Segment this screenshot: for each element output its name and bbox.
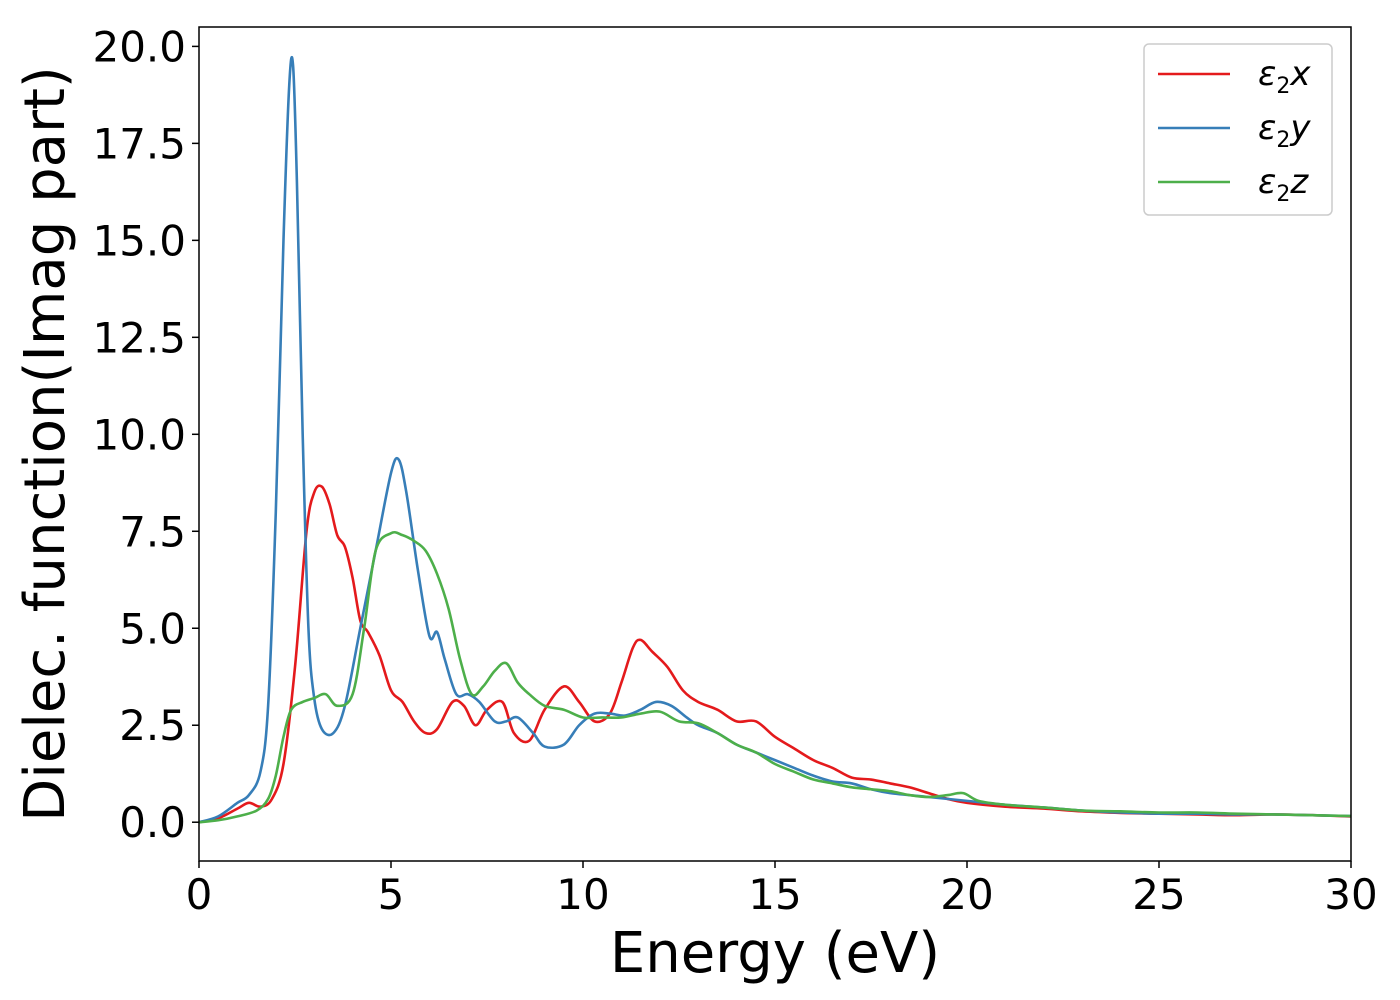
x-tick-label: 0 — [186, 870, 213, 919]
y-tick-label: 20.0 — [92, 22, 186, 71]
y-axis-title: Dielec. function(Imag part) — [13, 66, 78, 822]
y-tick-label: 0.0 — [119, 798, 186, 847]
legend-label-eps2x: ε2x — [1258, 54, 1311, 99]
y-tick-label: 7.5 — [119, 507, 186, 556]
x-tick-label: 30 — [1324, 870, 1377, 919]
x-tick-label: 25 — [1132, 870, 1185, 919]
x-axis-title: Energy (eV) — [610, 921, 940, 986]
x-tick-label: 10 — [556, 870, 609, 919]
x-axis-ticks: 0 5 10 15 20 25 30 — [186, 861, 1378, 919]
x-tick-label: 15 — [748, 870, 801, 919]
y-tick-label: 15.0 — [92, 216, 186, 265]
x-tick-label: 5 — [378, 870, 405, 919]
legend-label-eps2z: ε2z — [1258, 162, 1309, 207]
legend-label-eps2y: ε2y — [1258, 108, 1311, 153]
y-tick-label: 12.5 — [92, 313, 186, 362]
series-line-eps2z — [198, 530, 1352, 824]
legend: ε2x ε2y ε2z — [1143, 43, 1333, 216]
x-tick-label: 20 — [940, 870, 993, 919]
series-layer — [198, 55, 1352, 824]
y-tick-label: 5.0 — [119, 604, 186, 653]
y-tick-label: 17.5 — [92, 119, 186, 168]
series-line-eps2x — [198, 484, 1352, 824]
y-axis-ticks: 0.0 2.5 5.0 7.5 10.0 12.5 15.0 17.5 20.0 — [92, 22, 199, 847]
y-tick-label: 10.0 — [92, 410, 186, 459]
legend-box — [1143, 43, 1333, 216]
y-tick-label: 2.5 — [119, 701, 186, 750]
